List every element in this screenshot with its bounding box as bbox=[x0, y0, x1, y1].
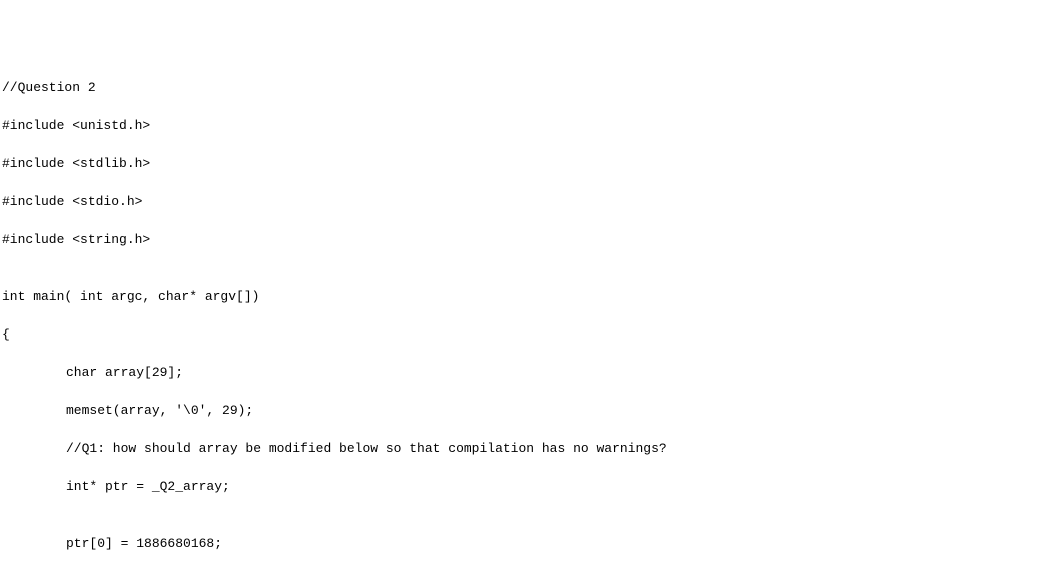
code-line: //Q1: how should array be modified below… bbox=[2, 439, 1038, 458]
code-line: #include <string.h> bbox=[2, 230, 1038, 249]
code-line: #include <stdio.h> bbox=[2, 192, 1038, 211]
code-line: ptr[0] = 1886680168; bbox=[2, 534, 1038, 553]
code-line: int* ptr = _Q2_array; bbox=[2, 477, 1038, 496]
code-line: #include <stdlib.h> bbox=[2, 154, 1038, 173]
code-line: #include <unistd.h> bbox=[2, 116, 1038, 135]
code-line: //Question 2 bbox=[2, 78, 1038, 97]
code-line: int main( int argc, char* argv[]) bbox=[2, 287, 1038, 306]
code-line: { bbox=[2, 325, 1038, 344]
code-line: memset(array, '\0', 29); bbox=[2, 401, 1038, 420]
code-line: char array[29]; bbox=[2, 363, 1038, 382]
